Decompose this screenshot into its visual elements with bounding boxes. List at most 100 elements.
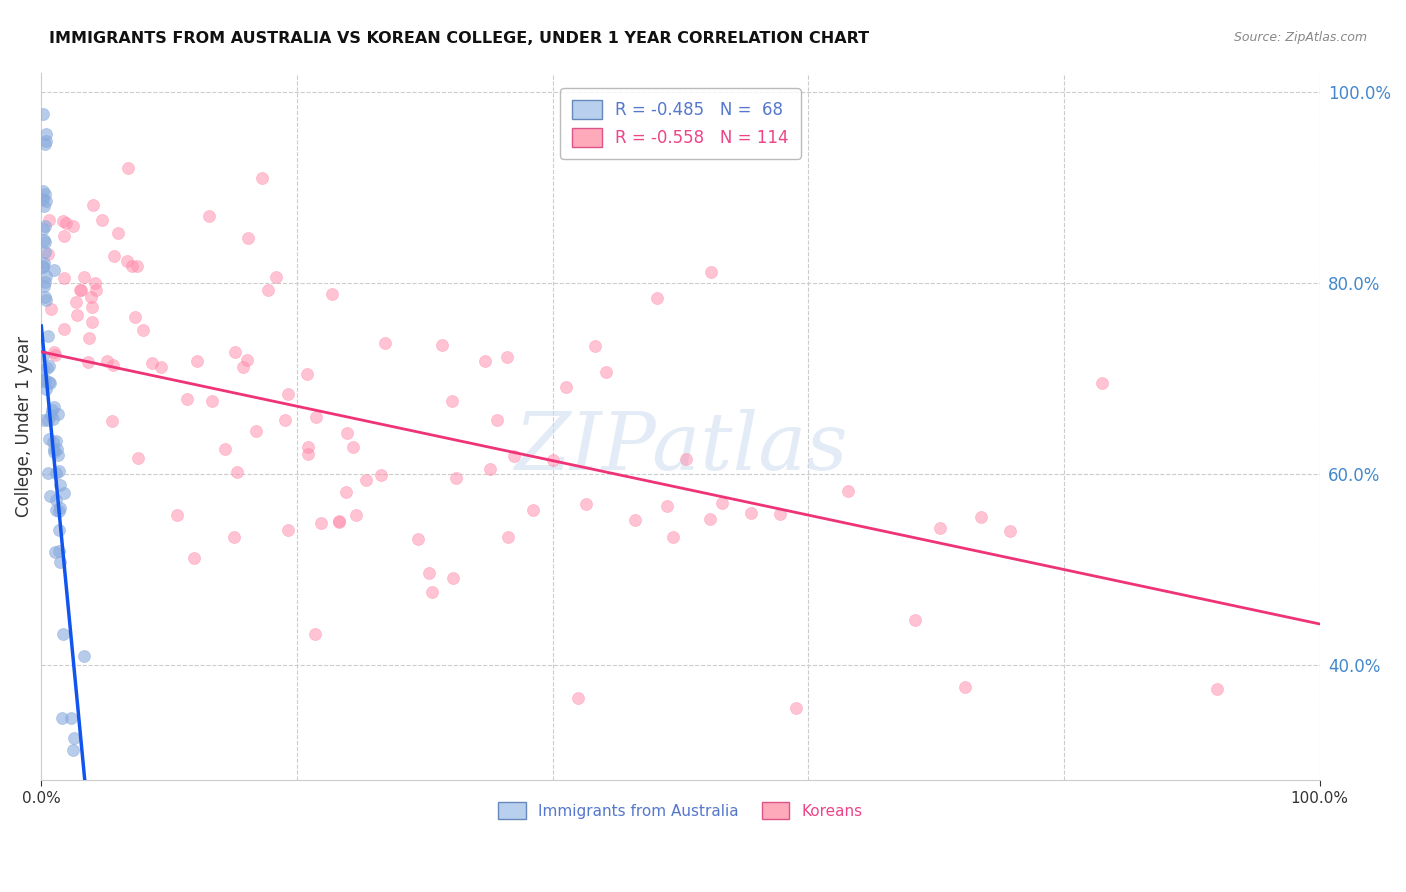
Point bbox=[245, 424, 267, 438]
Point bbox=[277, 523, 299, 537]
Point bbox=[55, 215, 77, 229]
Point bbox=[82, 198, 104, 212]
Text: ZIPatlas: ZIPatlas bbox=[513, 409, 848, 486]
Point bbox=[107, 226, 129, 240]
Point bbox=[96, 354, 118, 368]
Point bbox=[82, 315, 104, 329]
Point bbox=[31, 222, 53, 236]
Point bbox=[31, 259, 53, 273]
Point bbox=[420, 585, 443, 599]
Point bbox=[34, 275, 56, 289]
Point bbox=[266, 269, 288, 284]
Point bbox=[929, 521, 952, 535]
Point bbox=[72, 270, 94, 285]
Point bbox=[31, 184, 53, 198]
Point bbox=[226, 466, 249, 480]
Point bbox=[785, 701, 807, 715]
Point bbox=[45, 434, 67, 449]
Point bbox=[35, 293, 58, 307]
Point bbox=[49, 500, 72, 515]
Point bbox=[31, 362, 53, 376]
Point bbox=[474, 354, 496, 368]
Point bbox=[522, 502, 544, 516]
Point bbox=[76, 355, 98, 369]
Point bbox=[62, 219, 84, 233]
Point bbox=[304, 626, 326, 640]
Point bbox=[46, 448, 69, 462]
Point bbox=[48, 464, 70, 478]
Point bbox=[103, 249, 125, 263]
Point bbox=[49, 478, 72, 492]
Point bbox=[35, 269, 58, 284]
Point bbox=[970, 509, 993, 524]
Point bbox=[53, 271, 76, 285]
Point bbox=[39, 376, 62, 391]
Point bbox=[39, 302, 62, 317]
Point bbox=[35, 128, 58, 142]
Point bbox=[344, 508, 367, 523]
Point bbox=[444, 471, 467, 485]
Point bbox=[31, 372, 53, 386]
Point bbox=[232, 359, 254, 374]
Point bbox=[44, 444, 66, 458]
Point bbox=[998, 524, 1021, 538]
Point bbox=[90, 213, 112, 227]
Point bbox=[77, 331, 100, 345]
Point bbox=[80, 290, 103, 304]
Point bbox=[69, 283, 91, 297]
Point bbox=[34, 186, 56, 201]
Text: IMMIGRANTS FROM AUSTRALIA VS KOREAN COLLEGE, UNDER 1 YEAR CORRELATION CHART: IMMIGRANTS FROM AUSTRALIA VS KOREAN COLL… bbox=[49, 31, 869, 46]
Point bbox=[34, 136, 56, 151]
Point bbox=[83, 276, 105, 290]
Point bbox=[62, 743, 84, 757]
Point bbox=[51, 710, 73, 724]
Point bbox=[44, 401, 66, 415]
Point bbox=[432, 338, 454, 352]
Point bbox=[236, 352, 259, 367]
Point bbox=[39, 489, 62, 503]
Point bbox=[1206, 681, 1229, 696]
Point bbox=[256, 283, 278, 297]
Point bbox=[37, 413, 59, 427]
Point bbox=[38, 375, 60, 389]
Point bbox=[42, 345, 65, 359]
Point bbox=[70, 283, 93, 297]
Point bbox=[214, 442, 236, 456]
Point bbox=[44, 442, 66, 456]
Point bbox=[297, 440, 319, 454]
Point bbox=[408, 532, 430, 546]
Point bbox=[176, 392, 198, 406]
Point bbox=[304, 409, 326, 424]
Point bbox=[38, 359, 60, 373]
Point bbox=[274, 412, 297, 426]
Point bbox=[34, 373, 56, 387]
Point bbox=[32, 260, 55, 274]
Point bbox=[45, 466, 67, 480]
Point bbox=[277, 387, 299, 401]
Point bbox=[34, 235, 56, 250]
Point bbox=[496, 530, 519, 544]
Point bbox=[575, 497, 598, 511]
Point bbox=[441, 571, 464, 585]
Y-axis label: College, Under 1 year: College, Under 1 year bbox=[15, 335, 32, 516]
Point bbox=[583, 339, 606, 353]
Point bbox=[42, 412, 65, 426]
Point bbox=[35, 134, 58, 148]
Point bbox=[198, 209, 221, 223]
Point bbox=[45, 492, 67, 507]
Point bbox=[700, 265, 723, 279]
Point bbox=[662, 530, 685, 544]
Point bbox=[541, 452, 564, 467]
Point bbox=[32, 279, 55, 293]
Point bbox=[1091, 376, 1114, 391]
Point bbox=[45, 503, 67, 517]
Point bbox=[38, 213, 60, 227]
Point bbox=[32, 413, 55, 427]
Point bbox=[65, 295, 87, 310]
Point bbox=[45, 442, 67, 456]
Point bbox=[166, 508, 188, 523]
Point bbox=[52, 322, 75, 336]
Point bbox=[48, 544, 70, 558]
Point bbox=[699, 512, 721, 526]
Point bbox=[124, 310, 146, 325]
